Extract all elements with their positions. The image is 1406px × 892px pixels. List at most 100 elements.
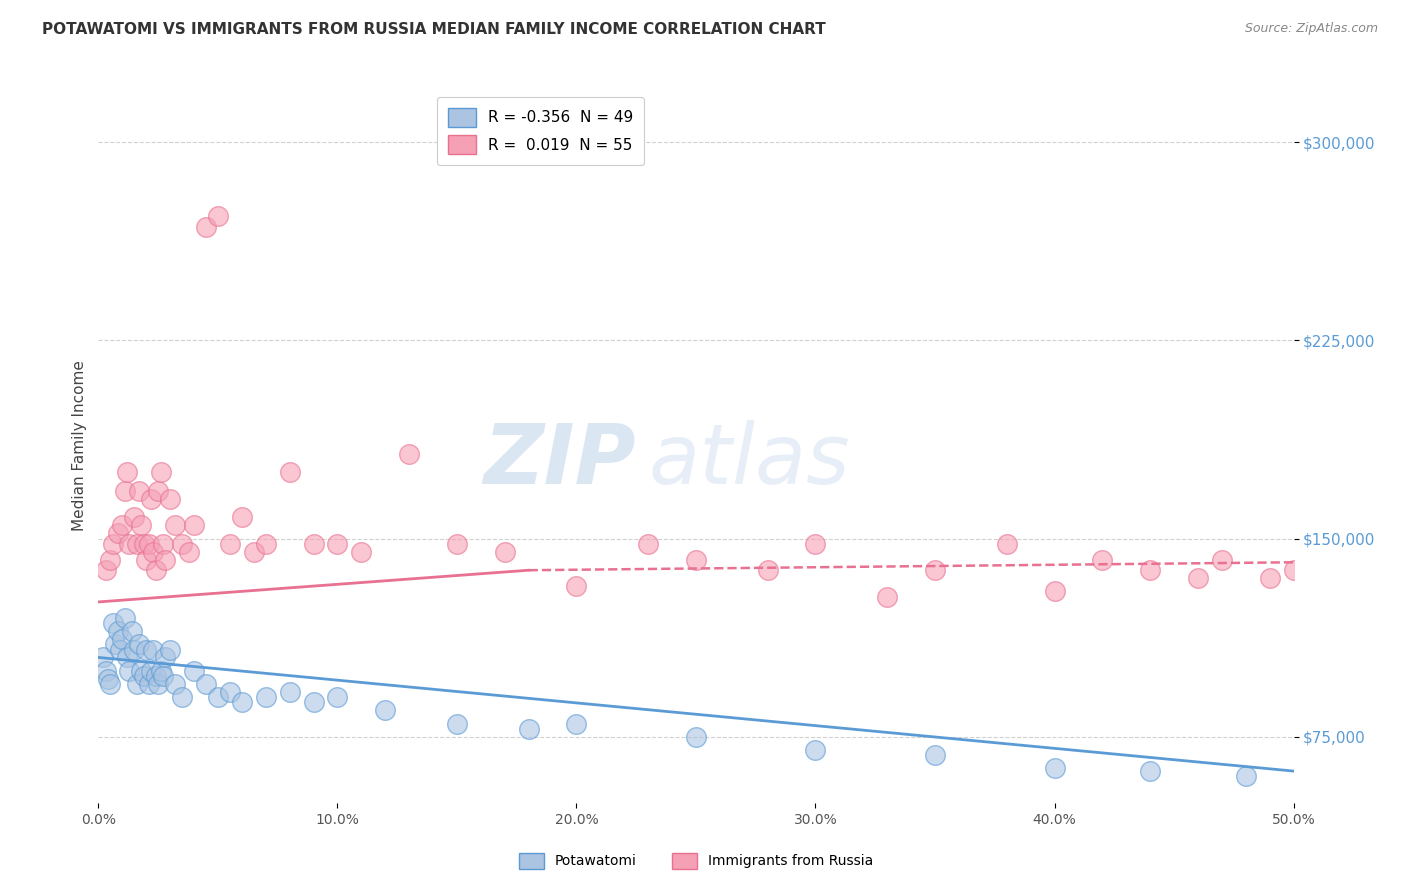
Point — [111, 518, 134, 533]
Point — [159, 491, 181, 506]
Point — [685, 730, 707, 744]
Point — [326, 690, 349, 704]
Point — [374, 703, 396, 717]
Point — [124, 642, 146, 657]
Point — [398, 447, 420, 461]
Point — [115, 650, 138, 665]
Point — [145, 563, 167, 577]
Point — [194, 677, 217, 691]
Point — [132, 537, 155, 551]
Point — [1139, 764, 1161, 778]
Point — [254, 690, 277, 704]
Point — [254, 537, 277, 551]
Point — [494, 545, 516, 559]
Point — [1091, 552, 1114, 566]
Point — [231, 695, 253, 709]
Point — [115, 466, 138, 480]
Point — [98, 552, 122, 566]
Point — [1234, 769, 1257, 783]
Point — [142, 545, 165, 559]
Point — [565, 579, 588, 593]
Point — [876, 590, 898, 604]
Point — [302, 695, 325, 709]
Point — [152, 537, 174, 551]
Point — [302, 537, 325, 551]
Text: POTAWATOMI VS IMMIGRANTS FROM RUSSIA MEDIAN FAMILY INCOME CORRELATION CHART: POTAWATOMI VS IMMIGRANTS FROM RUSSIA MED… — [42, 22, 825, 37]
Point — [132, 669, 155, 683]
Point — [219, 537, 242, 551]
Point — [118, 664, 141, 678]
Point — [637, 537, 659, 551]
Point — [924, 748, 946, 763]
Point — [148, 677, 170, 691]
Point — [1139, 563, 1161, 577]
Point — [111, 632, 134, 646]
Point — [326, 537, 349, 551]
Point — [145, 669, 167, 683]
Point — [138, 677, 160, 691]
Point — [350, 545, 373, 559]
Point — [756, 563, 779, 577]
Point — [278, 685, 301, 699]
Point — [138, 537, 160, 551]
Point — [446, 537, 468, 551]
Point — [94, 664, 117, 678]
Point — [179, 545, 201, 559]
Point — [219, 685, 242, 699]
Point — [114, 611, 136, 625]
Point — [97, 672, 120, 686]
Legend: Potawatomi, Immigrants from Russia: Potawatomi, Immigrants from Russia — [513, 847, 879, 874]
Point — [108, 642, 131, 657]
Point — [1282, 563, 1305, 577]
Point — [163, 677, 186, 691]
Point — [278, 466, 301, 480]
Point — [149, 466, 172, 480]
Point — [804, 537, 827, 551]
Point — [139, 491, 162, 506]
Point — [924, 563, 946, 577]
Point — [172, 690, 194, 704]
Point — [446, 716, 468, 731]
Point — [194, 219, 217, 234]
Point — [1043, 761, 1066, 775]
Point — [118, 537, 141, 551]
Point — [142, 642, 165, 657]
Point — [163, 518, 186, 533]
Point — [135, 552, 157, 566]
Point — [172, 537, 194, 551]
Point — [101, 537, 124, 551]
Point — [155, 552, 177, 566]
Point — [804, 743, 827, 757]
Point — [125, 537, 148, 551]
Point — [149, 664, 172, 678]
Point — [101, 616, 124, 631]
Point — [183, 664, 205, 678]
Point — [125, 677, 148, 691]
Point — [91, 650, 114, 665]
Point — [104, 637, 127, 651]
Point — [207, 690, 229, 704]
Point — [152, 669, 174, 683]
Point — [1258, 571, 1281, 585]
Point — [107, 526, 129, 541]
Point — [124, 510, 146, 524]
Point — [148, 483, 170, 498]
Point — [107, 624, 129, 638]
Point — [565, 716, 588, 731]
Point — [131, 518, 153, 533]
Point — [231, 510, 253, 524]
Point — [1043, 584, 1066, 599]
Point — [1211, 552, 1233, 566]
Point — [159, 642, 181, 657]
Text: Source: ZipAtlas.com: Source: ZipAtlas.com — [1244, 22, 1378, 36]
Point — [128, 637, 150, 651]
Point — [98, 677, 122, 691]
Point — [995, 537, 1018, 551]
Point — [517, 722, 540, 736]
Text: atlas: atlas — [648, 420, 849, 500]
Point — [685, 552, 707, 566]
Point — [139, 664, 162, 678]
Point — [1187, 571, 1209, 585]
Point — [114, 483, 136, 498]
Y-axis label: Median Family Income: Median Family Income — [72, 360, 87, 532]
